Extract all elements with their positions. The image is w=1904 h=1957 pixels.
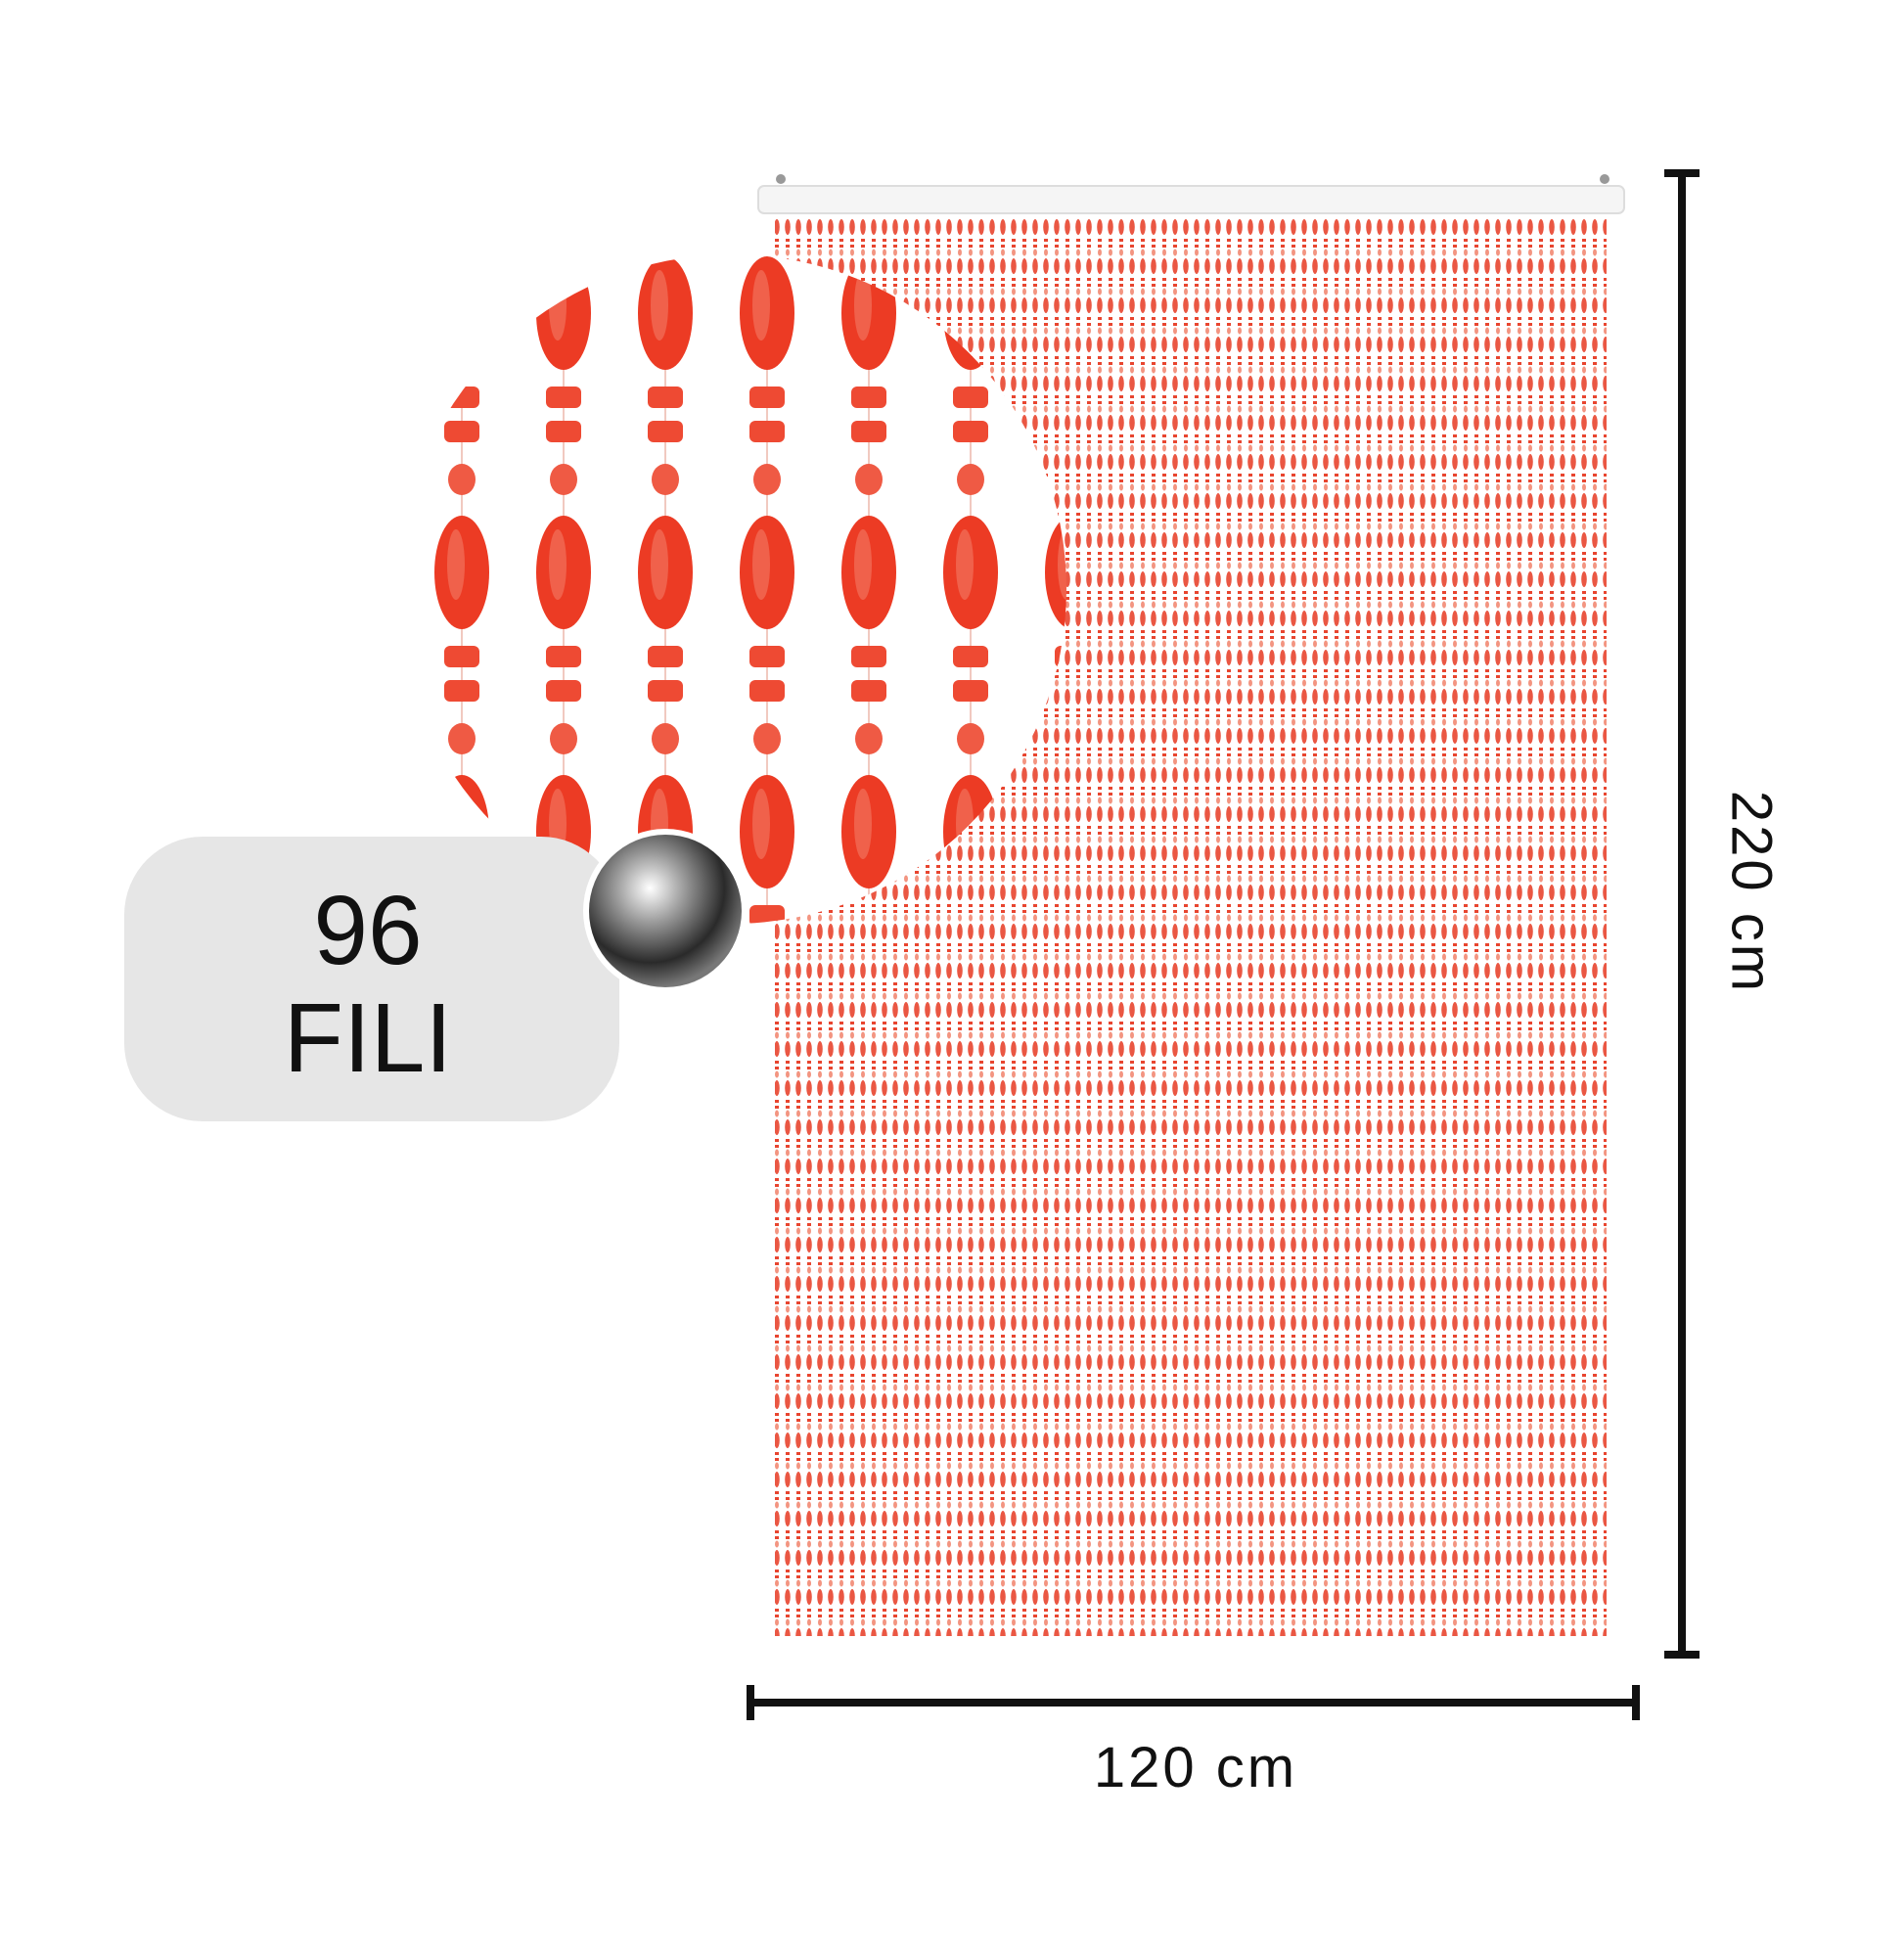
rod-hook: [776, 174, 786, 184]
badge-label: FILI: [284, 983, 452, 1093]
curtain-rod: [757, 185, 1625, 214]
height-dimension: [1664, 169, 1700, 1659]
width-dimension: [747, 1685, 1640, 1720]
width-label: 120 cm: [1094, 1736, 1297, 1799]
rod-hook: [1600, 174, 1609, 184]
zoom-detail: [397, 254, 1066, 924]
badge: [124, 837, 619, 1121]
height-label: 220 cm: [1720, 791, 1784, 994]
sphere: [589, 835, 742, 987]
badge-count: 96: [313, 876, 422, 985]
